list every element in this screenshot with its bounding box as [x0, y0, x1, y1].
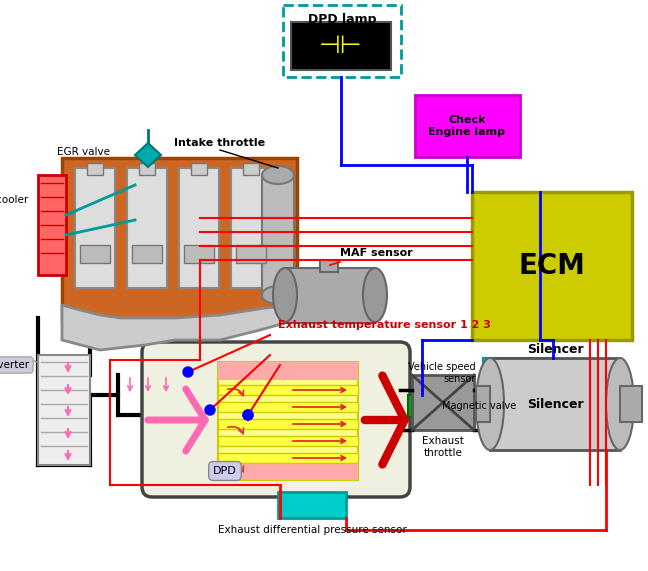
Text: Check
Engine lamp: Check Engine lamp: [428, 115, 505, 137]
Bar: [490, 358, 620, 450]
Text: Silencer: Silencer: [527, 343, 583, 356]
Bar: [75, 168, 115, 288]
Bar: [127, 168, 167, 288]
FancyBboxPatch shape: [142, 342, 410, 497]
Bar: [283, 5, 401, 77]
Text: EGR cooler: EGR cooler: [0, 195, 28, 205]
Ellipse shape: [273, 268, 297, 322]
Bar: [236, 245, 266, 263]
Bar: [218, 362, 358, 480]
Text: DPD: DPD: [213, 466, 237, 476]
Bar: [191, 163, 207, 175]
Text: ⊣⊢: ⊣⊢: [319, 34, 363, 58]
Ellipse shape: [363, 268, 387, 322]
Bar: [87, 163, 103, 175]
Bar: [179, 168, 219, 288]
Bar: [80, 245, 110, 263]
Polygon shape: [62, 305, 296, 350]
Bar: [218, 436, 358, 446]
Text: Exhaust
throttle: Exhaust throttle: [422, 436, 464, 457]
Text: Vehicle speed
sensor: Vehicle speed sensor: [408, 362, 476, 384]
Bar: [132, 245, 162, 263]
Bar: [483, 358, 553, 386]
Circle shape: [243, 410, 253, 420]
Bar: [262, 175, 294, 295]
Bar: [285, 268, 375, 323]
Polygon shape: [135, 143, 161, 167]
Ellipse shape: [262, 166, 294, 184]
Bar: [139, 163, 155, 175]
Circle shape: [243, 410, 253, 420]
Bar: [243, 163, 259, 175]
Bar: [476, 386, 490, 422]
Circle shape: [183, 367, 193, 377]
Bar: [320, 260, 338, 272]
Bar: [408, 395, 436, 417]
Bar: [62, 158, 297, 320]
Bar: [620, 386, 642, 422]
Bar: [218, 402, 358, 412]
Text: Magnetic valve: Magnetic valve: [442, 401, 516, 411]
Bar: [218, 462, 358, 480]
Bar: [218, 385, 358, 395]
Ellipse shape: [476, 358, 504, 450]
Bar: [218, 362, 358, 380]
Text: EGR valve: EGR valve: [57, 147, 110, 157]
Bar: [472, 192, 632, 340]
Text: Exhaust temperature sensor 1 2 3: Exhaust temperature sensor 1 2 3: [278, 320, 491, 330]
Text: Exhaust differential pressure sensor: Exhaust differential pressure sensor: [218, 525, 406, 535]
Ellipse shape: [606, 358, 634, 450]
Text: Converter: Converter: [0, 360, 30, 370]
Bar: [412, 375, 474, 430]
Text: MAF sensor: MAF sensor: [340, 248, 413, 258]
Text: ECM: ECM: [518, 252, 585, 280]
Bar: [278, 492, 346, 518]
Ellipse shape: [262, 286, 294, 304]
Bar: [184, 245, 214, 263]
Text: Silencer: Silencer: [527, 397, 583, 411]
Text: Intake throttle: Intake throttle: [174, 138, 266, 148]
Bar: [218, 419, 358, 429]
Bar: [231, 168, 271, 288]
Bar: [38, 355, 90, 465]
Bar: [38, 175, 66, 275]
Bar: [291, 22, 391, 70]
Bar: [415, 95, 520, 157]
Bar: [218, 453, 358, 463]
Circle shape: [205, 405, 215, 415]
Text: DPD lamp: DPD lamp: [308, 13, 376, 26]
